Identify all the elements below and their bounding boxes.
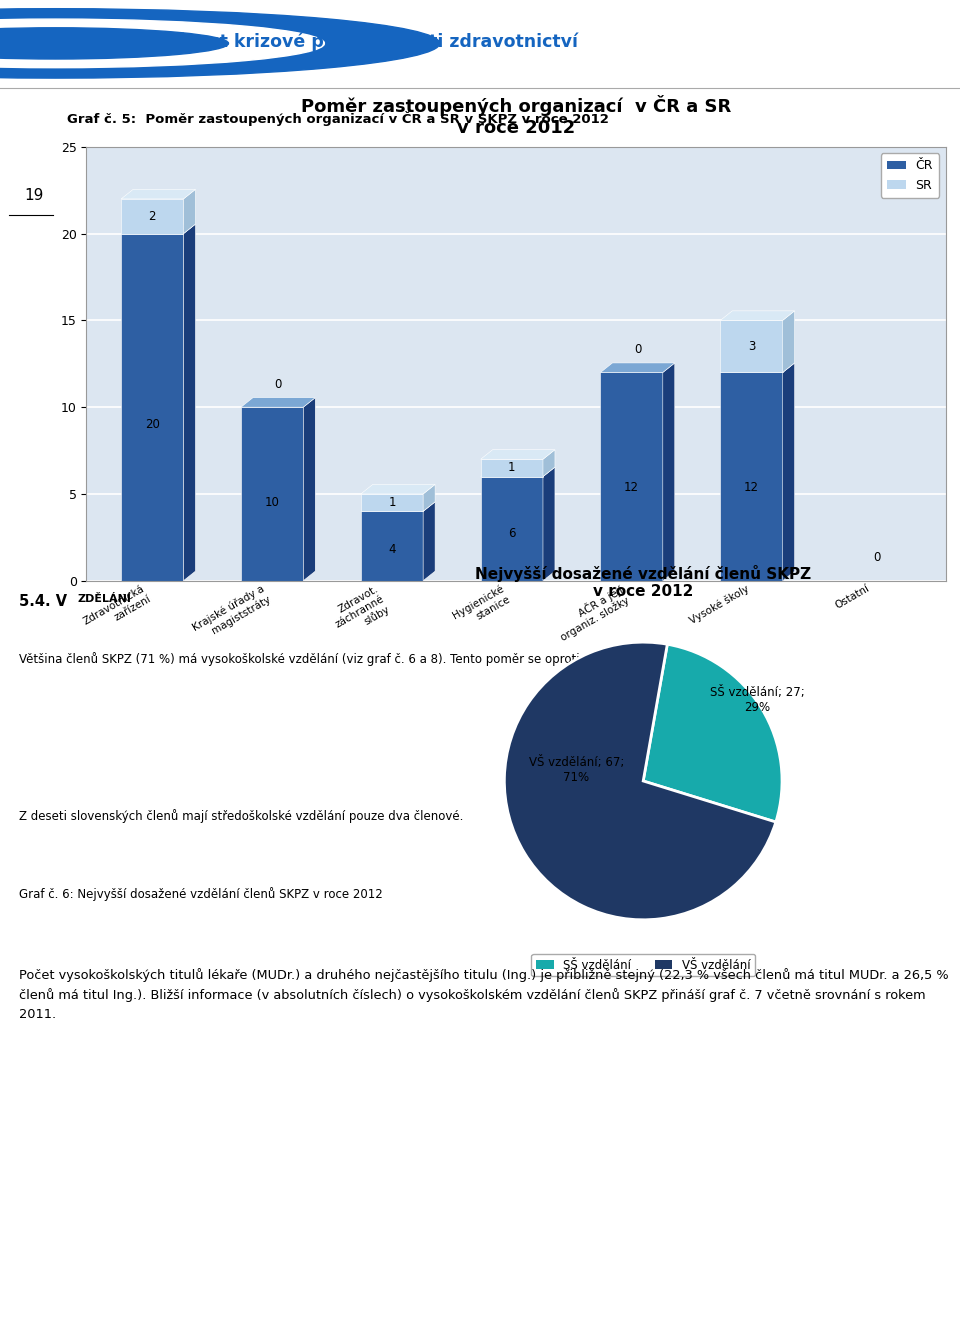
Wedge shape <box>643 645 782 822</box>
Text: 1: 1 <box>508 462 516 474</box>
Polygon shape <box>121 190 196 199</box>
Text: 0: 0 <box>634 343 641 356</box>
Polygon shape <box>121 224 196 234</box>
Text: 5.4. V: 5.4. V <box>19 594 67 609</box>
Text: 4: 4 <box>388 543 396 555</box>
Text: SŠ vzdělání; 27;
29%: SŠ vzdělání; 27; 29% <box>709 686 804 714</box>
Polygon shape <box>601 363 675 372</box>
Legend: SŠ vzdělání, VŠ vzdělání: SŠ vzdělání, VŠ vzdělání <box>531 955 756 976</box>
Bar <box>121 234 183 581</box>
Circle shape <box>0 19 324 68</box>
Text: 0: 0 <box>275 378 282 391</box>
Text: Počet vysokoškolských titulů lékaře (MUDr.) a druhého nejčastějšího titulu (Ing.: Počet vysokoškolských titulů lékaře (MUD… <box>19 968 948 1021</box>
Text: 10: 10 <box>265 497 279 509</box>
Polygon shape <box>543 450 555 477</box>
Bar <box>601 372 662 581</box>
Legend: ČR, SR: ČR, SR <box>880 154 939 198</box>
Polygon shape <box>423 502 435 581</box>
Text: 12: 12 <box>744 481 759 494</box>
Polygon shape <box>183 190 196 234</box>
Title: Poměr zastoupených organizací  v ČR a SR
v roce 2012: Poměr zastoupených organizací v ČR a SR … <box>300 95 732 138</box>
Bar <box>481 477 543 581</box>
Polygon shape <box>423 485 435 511</box>
Bar <box>121 199 183 234</box>
Polygon shape <box>782 311 795 372</box>
Polygon shape <box>183 224 196 581</box>
Polygon shape <box>543 467 555 581</box>
Bar <box>481 459 543 477</box>
Polygon shape <box>782 363 795 581</box>
Title: Nejvyšší dosažené vzdělání členů SKPZ
v roce 2012: Nejvyšší dosažené vzdělání členů SKPZ v … <box>475 565 811 599</box>
Text: Většina členů SKPZ (71 %) má vysokoškolské vzdělání (viz graf č. 6 a 8). Tento p: Většina členů SKPZ (71 %) má vysokoškols… <box>19 651 705 666</box>
Bar <box>720 372 782 581</box>
Polygon shape <box>361 485 435 494</box>
Polygon shape <box>303 398 315 581</box>
Polygon shape <box>481 467 555 477</box>
Bar <box>361 494 423 511</box>
Text: Graf č. 6: Nejvyšší dosažené vzdělání členů SKPZ v roce 2012: Graf č. 6: Nejvyšší dosažené vzdělání čl… <box>19 886 383 901</box>
Bar <box>241 407 303 581</box>
Polygon shape <box>662 363 675 581</box>
Wedge shape <box>504 642 776 920</box>
Polygon shape <box>361 502 435 511</box>
Polygon shape <box>720 363 795 372</box>
Text: 2: 2 <box>149 210 156 223</box>
Bar <box>361 511 423 581</box>
Text: 19: 19 <box>25 188 44 203</box>
Bar <box>720 320 782 372</box>
Text: 6: 6 <box>508 527 516 541</box>
Polygon shape <box>241 398 315 407</box>
Text: 0: 0 <box>874 551 881 565</box>
Text: 1: 1 <box>388 497 396 509</box>
Text: 3: 3 <box>748 340 756 352</box>
Text: 12: 12 <box>624 481 639 494</box>
Circle shape <box>0 8 440 77</box>
Circle shape <box>0 28 228 59</box>
Text: ZDĚLÁNÍ: ZDĚLÁNÍ <box>78 594 132 603</box>
Text: Graf č. 5:  Poměr zastoupených organizací v ČR a SR v SKPZ v roce 2012: Graf č. 5: Poměr zastoupených organizací… <box>67 111 609 125</box>
Polygon shape <box>481 450 555 459</box>
Text: Z deseti slovenských členů mají středoškolské vzdělání pouze dva členové.: Z deseti slovenských členů mají středošk… <box>19 809 464 822</box>
Text: VŠ vzdělání; 67;
71%: VŠ vzdělání; 67; 71% <box>529 756 624 784</box>
Text: Společnost krizové připravenosti zdravotnictví: Společnost krizové připravenosti zdravot… <box>120 32 578 51</box>
Polygon shape <box>720 311 795 320</box>
Text: 20: 20 <box>145 418 159 431</box>
